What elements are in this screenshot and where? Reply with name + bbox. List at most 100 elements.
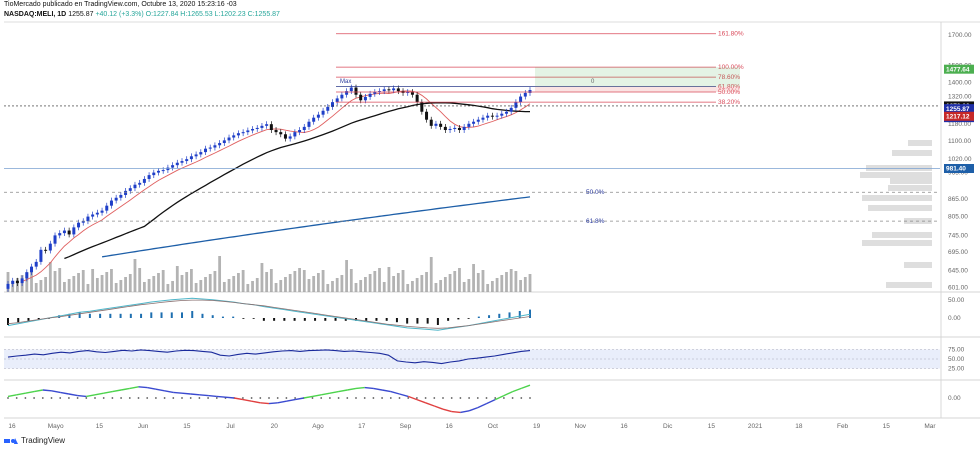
sma-line-blue (102, 196, 531, 258)
volume-bar (232, 276, 236, 292)
candle-body (509, 107, 513, 112)
macd-histogram-bar (416, 318, 419, 324)
price-tick-label: 805.00 (948, 214, 968, 221)
candle-body (302, 126, 306, 131)
osc-line-segment (286, 398, 296, 402)
osc-zero-dot (146, 397, 149, 399)
macd-tick-label: 50.00 (948, 297, 965, 304)
ema-line (21, 90, 531, 282)
macd-histogram-bar (375, 318, 378, 321)
volume-profile-bar (892, 150, 932, 156)
osc-zero-dot (355, 397, 357, 399)
osc-line-segment (494, 394, 505, 401)
fib-level-label: 78.60% (718, 74, 740, 81)
volume-bar (72, 276, 76, 292)
osc-zero-dot (120, 397, 122, 399)
macd-histogram-bar (365, 318, 368, 321)
volume-bar (420, 275, 424, 292)
fib-level-label: 38.20% (718, 99, 740, 106)
macd-histogram-bar (477, 316, 480, 318)
macd-histogram-bar (252, 318, 255, 319)
osc-zero-dot (407, 397, 410, 399)
candle-body (514, 102, 518, 108)
osc-line-segment (512, 387, 522, 393)
macd-histogram-bar (191, 311, 194, 318)
osc-line-segment (442, 408, 452, 413)
x-tick-label: 16 (8, 423, 16, 430)
macd-histogram-bar (7, 318, 9, 325)
osc-line-segment (25, 390, 35, 394)
candle-body (95, 212, 99, 215)
volume-profile-bar (862, 240, 932, 246)
volume-bar (175, 266, 179, 292)
macd-histogram-bar (140, 313, 143, 318)
macd-histogram-bar (385, 318, 388, 321)
candle-body (373, 92, 377, 94)
candle-body (218, 143, 222, 146)
volume-bar (368, 274, 372, 292)
x-tick-label: 15 (96, 423, 104, 430)
osc-line-segment (225, 396, 235, 399)
candle-body (58, 233, 62, 236)
macd-histogram-bar (293, 318, 296, 321)
volume-bar (340, 275, 344, 292)
x-tick-label: Mayo (48, 423, 64, 430)
publish-line: TioMercado publicado en TradingView.com,… (4, 1, 237, 8)
volume-bar (190, 269, 193, 292)
candle-body (81, 221, 85, 223)
volume-bar (392, 276, 396, 292)
candle-body (410, 92, 414, 95)
candle-body (109, 200, 113, 206)
osc-zero-dot (76, 397, 79, 399)
x-tick-label: 18 (795, 423, 803, 430)
osc-line-segment (164, 390, 174, 394)
macd-histogram-bar (529, 309, 531, 318)
volume-bar (331, 281, 334, 292)
candle-body (396, 88, 400, 92)
rsi-tick-label: 25.00 (948, 366, 965, 373)
candle-body (156, 170, 160, 173)
volume-profile-bar (888, 185, 932, 191)
candle-body (462, 126, 466, 131)
osc-line-segment (399, 393, 409, 398)
volume-bar (110, 269, 113, 292)
volume-bar (194, 283, 198, 292)
fib-level-label: 161.80% (718, 31, 744, 38)
volume-bar (349, 269, 353, 292)
osc-zero-dot (529, 397, 531, 399)
osc-zero-dot (102, 397, 105, 399)
candle-body (316, 114, 320, 118)
volume-bar (48, 262, 52, 292)
change: +40.12 (+3.3%) (95, 11, 144, 18)
price-tag-label: 1217.12 (946, 113, 970, 120)
macd-histogram-bar (129, 313, 132, 318)
macd-histogram-bar (37, 318, 40, 320)
macd-histogram-bar (232, 316, 235, 318)
volume-bar (218, 256, 222, 292)
candle-body (363, 96, 367, 101)
osc-line-segment (251, 400, 261, 404)
candle-body (124, 190, 128, 195)
candle-body (500, 113, 504, 116)
volume-bar (509, 269, 513, 292)
osc-line-segment (77, 394, 87, 398)
candle-body (429, 119, 433, 126)
volume-bar (63, 282, 66, 292)
macd-histogram-bar (273, 318, 276, 321)
zero-annotation: 0 (591, 79, 595, 85)
osc-line-segment (120, 387, 130, 391)
candle-body (53, 235, 57, 244)
candle-body (293, 132, 297, 137)
price-tag-label: 1255.87 (946, 106, 970, 113)
candle-body (406, 92, 410, 94)
candle-body (490, 115, 494, 117)
osc-line-segment (321, 392, 331, 396)
macd-histogram-bar (314, 318, 317, 321)
volume-bar (227, 279, 231, 292)
candle-body (199, 152, 203, 155)
osc-line-segment (260, 402, 270, 405)
candle-body (246, 130, 250, 133)
volume-bar (152, 276, 156, 292)
volume-bar (185, 272, 189, 292)
x-tick-label: Nov (575, 423, 587, 430)
